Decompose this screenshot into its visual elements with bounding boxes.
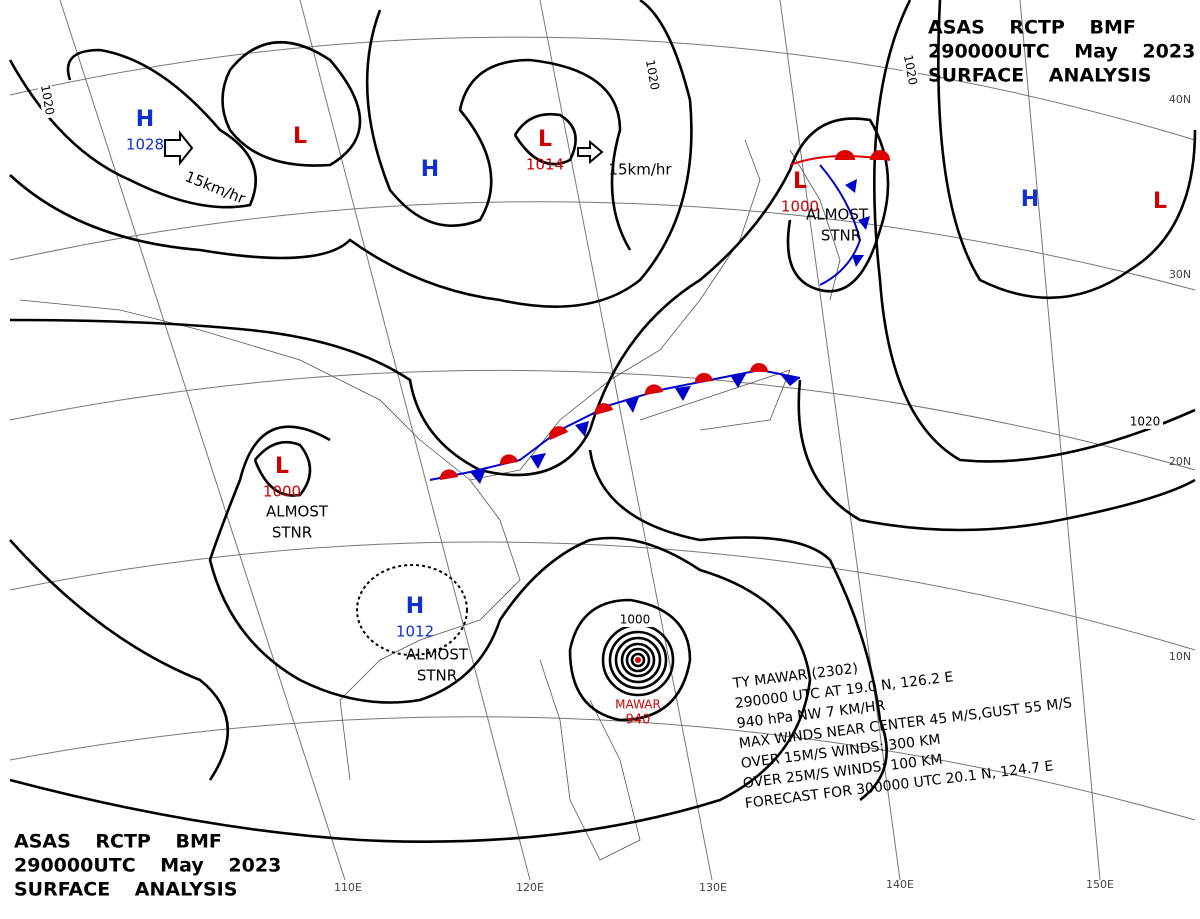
isobar-label: 1000	[620, 613, 651, 627]
longitude-label: 110E	[334, 881, 362, 894]
label-bg	[617, 613, 653, 627]
system-pressure: 1028	[126, 136, 164, 154]
header-line: SURFACE ANALYSIS	[928, 65, 1151, 87]
system-symbol: H	[421, 157, 439, 182]
isobar-label: 1020	[901, 54, 920, 87]
label-bg	[641, 56, 663, 94]
isobar-label: 1020	[38, 84, 57, 117]
note: ALMOST	[806, 206, 869, 224]
longitude-label: 120E	[516, 881, 544, 894]
header-line: 290000UTC May 2023	[928, 41, 1195, 63]
system-pressure: 1012	[396, 623, 434, 641]
system-pressure: 1014	[526, 156, 564, 174]
coastlines	[19, 139, 841, 861]
system-symbol: H	[1021, 187, 1039, 212]
longitude-label: 150E	[1086, 878, 1114, 891]
system-pressure: 1000	[781, 198, 819, 216]
header-line: ASAS RCTP BMF	[14, 831, 222, 853]
motion-arrows	[164, 130, 604, 166]
typhoon-name: MAWAR	[615, 698, 661, 712]
label-bg	[899, 51, 921, 89]
system-symbol: L	[538, 127, 552, 152]
latitude-label: 40N	[1169, 93, 1191, 106]
system-symbol: L	[293, 124, 307, 149]
isobars	[8, 0, 1197, 843]
latitude-label: 30N	[1169, 268, 1191, 281]
header-line: SURFACE ANALYSIS	[14, 879, 237, 901]
latitude-label: 10N	[1169, 650, 1191, 663]
fronts	[429, 150, 891, 484]
note: ALMOST	[266, 503, 329, 521]
note: STNR	[821, 227, 861, 245]
header-line: 290000UTC May 2023	[14, 855, 281, 877]
isobar-label: 1020	[643, 59, 662, 92]
note: ALMOST	[406, 646, 469, 664]
motion-speed: 15km/hr	[608, 161, 672, 179]
note: STNR	[417, 667, 457, 685]
system-symbol: H	[406, 594, 424, 619]
typhoon-pressure: 940	[626, 713, 651, 728]
system-symbol: H	[136, 107, 154, 132]
header-line: ASAS RCTP BMF	[928, 17, 1136, 39]
label-bg	[36, 81, 58, 119]
note: STNR	[272, 524, 312, 542]
latitude-label: 20N	[1169, 455, 1191, 468]
system-pressure: 1000	[263, 483, 301, 501]
label-bg	[1127, 415, 1163, 429]
system-symbol: L	[1153, 189, 1167, 214]
system-symbol: L	[793, 169, 807, 194]
longitude-label: 130E	[699, 881, 727, 894]
longitude-label: 140E	[886, 878, 914, 891]
system-symbol: L	[275, 454, 289, 479]
isobar-label: 1020	[1130, 415, 1161, 429]
